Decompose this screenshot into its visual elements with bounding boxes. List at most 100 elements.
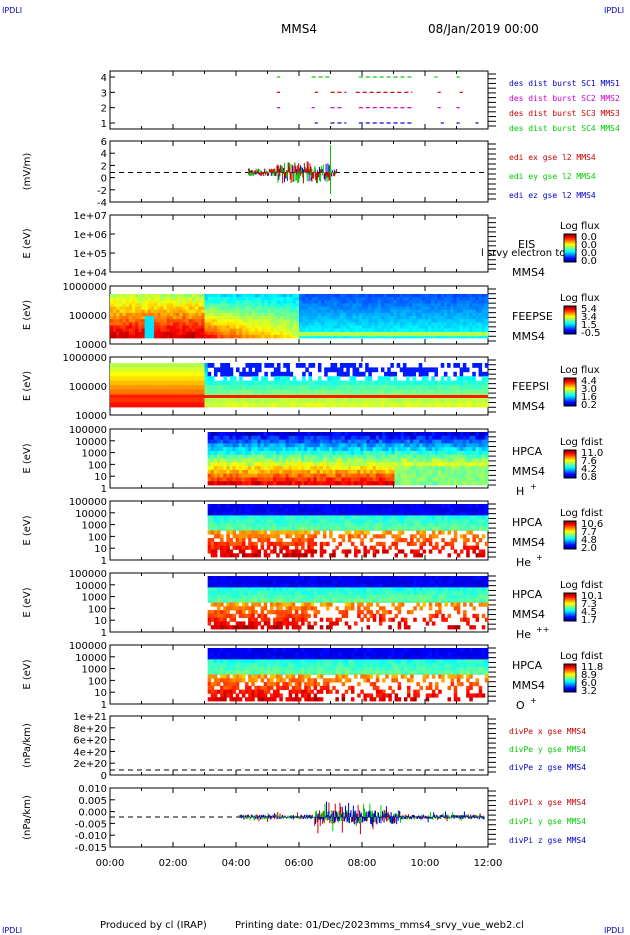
spectrogram-cell	[239, 322, 243, 326]
spectrogram-cell	[145, 398, 149, 403]
spectrogram-cell	[357, 455, 361, 459]
spectrogram-cell	[123, 335, 127, 339]
spectrogram-cell	[189, 376, 193, 381]
spectrogram-cell	[220, 534, 224, 538]
spectrogram-cell	[324, 367, 328, 372]
spectrogram-cell	[255, 313, 259, 317]
spectrogram-cell	[318, 313, 322, 317]
spectrogram-cell	[148, 307, 152, 311]
spectrogram-cell	[454, 447, 458, 451]
spectrogram-cell	[349, 363, 353, 368]
spectrogram-cell	[170, 313, 174, 317]
spectrogram-cell	[406, 297, 410, 301]
spectrogram-cell	[476, 447, 480, 451]
spectrogram-cell	[460, 474, 464, 478]
spectrogram-cell	[236, 436, 240, 440]
spectrogram-cell	[290, 307, 294, 311]
spectrogram-cell	[242, 300, 246, 304]
spectrogram-cell	[252, 335, 256, 339]
spectrogram-cell	[359, 300, 363, 304]
spectrogram-cell	[279, 470, 283, 474]
spectrogram-cell	[301, 432, 305, 436]
spectrogram-cell	[186, 363, 190, 368]
spectrogram-cell	[315, 403, 319, 408]
spectrogram-cell	[444, 477, 448, 481]
spectrogram-cell	[429, 481, 433, 485]
spectrogram-cell	[164, 376, 168, 381]
spectrogram-cell	[254, 447, 258, 451]
spectrogram-cell	[220, 519, 224, 523]
spectrogram-cell	[329, 474, 333, 478]
spectrogram-cell	[252, 325, 256, 329]
spectrogram-cell	[342, 447, 346, 451]
spectrogram-cell	[277, 325, 281, 329]
spectrogram-cell	[324, 294, 328, 298]
spectrogram-cell	[395, 455, 399, 459]
y-axis-label: E (eV)	[22, 515, 33, 545]
spectrogram-cell	[220, 470, 224, 474]
panel-frame	[110, 71, 488, 129]
spectrogram-cell	[434, 325, 438, 329]
spectrogram-cell	[157, 403, 161, 408]
spectrogram-cell	[349, 316, 353, 320]
spectrogram-cell	[277, 303, 281, 307]
spectrogram-cell	[384, 313, 388, 317]
spectrogram-cell	[469, 313, 473, 317]
spectrogram-cell	[302, 389, 306, 394]
spectrogram-cell	[310, 470, 314, 474]
spectrogram-cell	[375, 329, 379, 333]
spectrogram-cell	[274, 332, 278, 336]
spectrogram-cell	[384, 297, 388, 301]
spectrogram-cell	[211, 389, 215, 394]
spectrogram-cell	[282, 459, 286, 463]
spectrogram-cell	[425, 307, 429, 311]
spectrogram-cell	[315, 316, 319, 320]
y-tick-label: 1000000	[62, 353, 107, 364]
spectrogram-cell	[485, 385, 489, 390]
spectrogram-cell	[419, 385, 423, 390]
spectrogram-cell	[441, 325, 445, 329]
spectrogram-cell	[129, 303, 133, 307]
spectrogram-cell	[323, 474, 327, 478]
spectrogram-cell	[276, 436, 280, 440]
spectrogram-cell	[195, 332, 199, 336]
spectrogram-cell	[245, 319, 249, 323]
spectrogram-cell	[119, 398, 123, 403]
spectrogram-cell	[113, 381, 117, 386]
spectrogram-cell	[223, 319, 227, 323]
spectrogram-cell	[192, 310, 196, 314]
spectrogram-cell	[205, 322, 209, 326]
spectrogram-cell	[432, 440, 436, 444]
spectrogram-cell	[138, 329, 142, 333]
spectrogram-cell	[388, 466, 392, 470]
spectrogram-cell	[176, 398, 180, 403]
spectrogram-cell	[239, 381, 243, 386]
spectrogram-cell	[129, 316, 133, 320]
y-tick-label: 10000	[75, 653, 107, 664]
spectrogram-cell	[208, 455, 212, 459]
spectrogram-cell	[320, 477, 324, 481]
spectrogram-cell	[113, 367, 117, 372]
spectrogram-cell	[148, 297, 152, 301]
spectrogram-cell	[298, 440, 302, 444]
spectrogram-cell	[195, 303, 199, 307]
spectrogram-cell	[289, 451, 293, 455]
spectrogram-cell	[280, 376, 284, 381]
spectrogram-cell	[176, 332, 180, 336]
spectrogram-cell	[400, 313, 404, 317]
spectrogram-cell	[466, 436, 470, 440]
spectrogram-cell	[317, 477, 321, 481]
spectrogram-cell	[198, 367, 202, 372]
spectrogram-cell	[195, 316, 199, 320]
spectrogram-cell	[148, 316, 152, 320]
spectrogram-cell	[154, 376, 158, 381]
spectrogram-cell	[332, 477, 336, 481]
spectrogram-cell	[230, 367, 234, 372]
spectrogram-cell	[201, 332, 205, 336]
spectrogram-cell	[407, 432, 411, 436]
spectrogram-cell	[195, 389, 199, 394]
spectrogram-cell	[472, 436, 476, 440]
spectrogram-cell	[110, 329, 114, 333]
spectrogram-cell	[135, 385, 139, 390]
